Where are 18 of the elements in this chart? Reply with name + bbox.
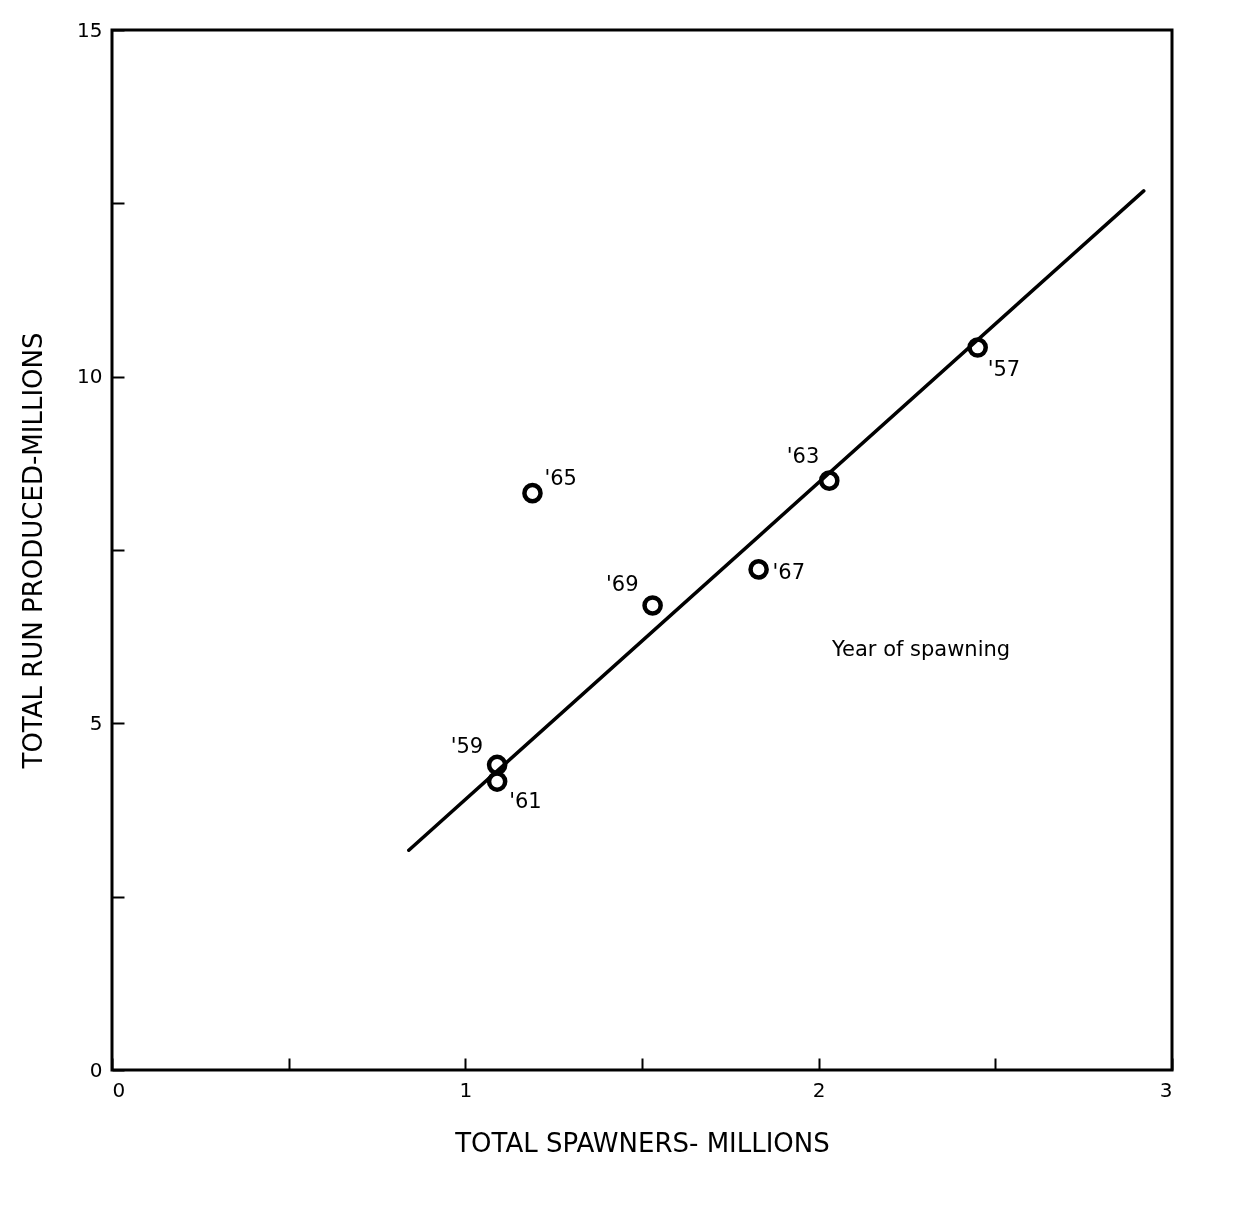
annotation: '61: [509, 788, 542, 813]
y-axis-title: TOTAL RUN PRODUCED-MILLIONS: [18, 332, 49, 770]
x-tick-label: 3: [1159, 1077, 1173, 1102]
annotation: '57: [987, 356, 1021, 381]
annotation: '69: [606, 572, 639, 597]
y-tick-label: 0: [89, 1057, 103, 1082]
x-axis-title: TOTAL SPAWNERS- MILLIONS: [454, 1127, 830, 1158]
y-tick-label: 15: [77, 17, 103, 42]
annotation: '65: [544, 466, 577, 491]
y-tick-label: 5: [89, 710, 103, 735]
x-tick-label: 2: [812, 1077, 826, 1102]
annotation: '67: [772, 560, 806, 585]
annotation: Year of spawning: [831, 637, 1011, 661]
annotation: '63: [786, 443, 820, 468]
x-tick-label: 0: [112, 1077, 126, 1102]
x-tick-label: 1: [459, 1077, 473, 1102]
y-tick-label: 10: [77, 364, 103, 389]
annotation: '59: [450, 733, 484, 758]
